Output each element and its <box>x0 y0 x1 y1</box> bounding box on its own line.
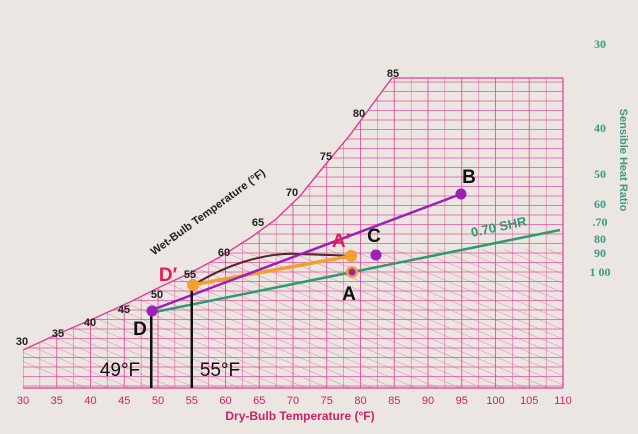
saturation-curve <box>22 77 564 389</box>
grid-diagonal <box>614 249 638 388</box>
grid-diagonal <box>327 249 563 388</box>
x-tick-label: 30 <box>17 395 29 407</box>
shr-tick-label: 80 <box>594 232 606 246</box>
grid-diagonal <box>393 249 563 388</box>
x-tick-label: 70 <box>287 395 299 407</box>
shr-tick-label: .70 <box>593 215 608 229</box>
x-tick-label: 40 <box>84 395 96 407</box>
wet-bulb-tick-label: 45 <box>118 304 130 316</box>
shr-line-label: 0.70 SHR <box>470 213 529 240</box>
x-tick-label: 85 <box>388 395 400 407</box>
state-point-dot <box>146 305 158 317</box>
x-tick-label: 60 <box>219 395 231 407</box>
grid-diagonal <box>459 249 563 388</box>
grid-diagonal <box>23 249 263 388</box>
state-point-label: C <box>367 226 381 247</box>
state-point-ring <box>187 279 199 291</box>
grid-diagonal <box>151 249 483 388</box>
x-tick-label: 75 <box>321 395 333 407</box>
wet-bulb-tick-label: 30 <box>16 336 28 348</box>
grid-diagonal <box>23 249 87 388</box>
grid-diagonal <box>349 249 563 388</box>
shr-tick-label: 90 <box>594 246 606 260</box>
shr-tick-label: 30 <box>594 37 606 51</box>
state-point-dot <box>370 249 382 261</box>
x-tick-label: 105 <box>520 395 538 407</box>
wet-bulb-tick-label: 50 <box>151 289 163 301</box>
x-tick-label: 100 <box>486 395 504 407</box>
x-tick-label: 35 <box>51 395 63 407</box>
grid-diagonal <box>305 249 563 388</box>
state-points: A A′ B C D D′ <box>133 167 476 340</box>
wet-bulb-ticks: 30 35 40 45 50 55 60 65 70 75 80 85 <box>16 68 399 348</box>
wet-bulb-tick-label: 70 <box>286 187 298 199</box>
grid-diagonal <box>23 249 153 388</box>
state-point-ring <box>345 250 357 262</box>
grid-diagonal <box>23 249 175 388</box>
dry-bulb-marker-label: 55°F <box>200 360 240 381</box>
grid-diagonal <box>239 249 563 388</box>
wet-bulb-axis-label: Wet-Bulb Temperature (°F) <box>149 167 268 258</box>
grid-diagonal <box>415 249 563 388</box>
dry-bulb-markers: 49°F 55°F <box>100 285 240 388</box>
x-axis-label: Dry-Bulb Temperature (°F) <box>225 409 374 423</box>
saturation-line <box>22 77 393 351</box>
x-axis: 30 35 40 45 50 55 60 65 70 75 80 85 90 95 100 105 110 <box>17 395 572 407</box>
grid-diagonal <box>23 249 285 388</box>
x-tick-label: 110 <box>554 395 572 407</box>
wet-bulb-tick-label: 65 <box>252 217 264 229</box>
wet-bulb-tick-label: 80 <box>353 108 365 120</box>
grid-diagonal <box>481 249 563 388</box>
wet-bulb-tick-label: 40 <box>84 317 96 329</box>
state-point-dot <box>455 188 467 200</box>
x-tick-label: 80 <box>354 395 366 407</box>
state-point-label: D <box>133 319 147 340</box>
x-tick-label: 55 <box>186 395 198 407</box>
grid-diagonal <box>217 249 549 388</box>
grid-diagonal <box>371 249 563 388</box>
x-tick-label: 50 <box>152 395 164 407</box>
wet-bulb-tick-label: 75 <box>320 151 332 163</box>
grid-diagonal <box>283 249 563 388</box>
shr-scale-label: Sensible Heat Ratio <box>617 109 629 212</box>
shr-tick-label: 1 00 <box>590 265 611 279</box>
state-point-label: B <box>462 167 476 188</box>
cooling-coil-curve <box>191 252 351 287</box>
state-point-core <box>348 268 356 276</box>
process-line-db <box>151 192 462 312</box>
grid-diagonal <box>173 249 505 388</box>
grid-diagonal <box>23 249 131 388</box>
wet-bulb-tick-label: 85 <box>387 68 399 80</box>
x-tick-label: 45 <box>118 395 130 407</box>
wet-bulb-tick-label: 35 <box>52 328 64 340</box>
shr-tick-label: 60 <box>594 197 606 211</box>
reheat-line <box>191 254 352 287</box>
shr-tick-label: 50 <box>594 167 606 181</box>
x-tick-label: 95 <box>456 395 468 407</box>
wet-bulb-tick-label: 55 <box>184 269 196 281</box>
grid-diagonal <box>23 249 109 388</box>
state-point-label: D′ <box>159 265 178 286</box>
chart-grid <box>23 78 638 388</box>
grid-diagonal <box>437 249 563 388</box>
shr-tick-label: 40 <box>594 121 606 135</box>
dry-bulb-marker-label: 49°F <box>100 360 140 381</box>
wet-bulb-tick-label: 60 <box>218 247 230 259</box>
grid-diagonal <box>503 249 563 388</box>
x-tick-label: 90 <box>422 395 434 407</box>
state-point-label: A <box>342 284 356 305</box>
state-point-label: A′ <box>332 231 351 252</box>
grid-diagonal <box>261 249 563 388</box>
x-tick-label: 65 <box>253 395 265 407</box>
